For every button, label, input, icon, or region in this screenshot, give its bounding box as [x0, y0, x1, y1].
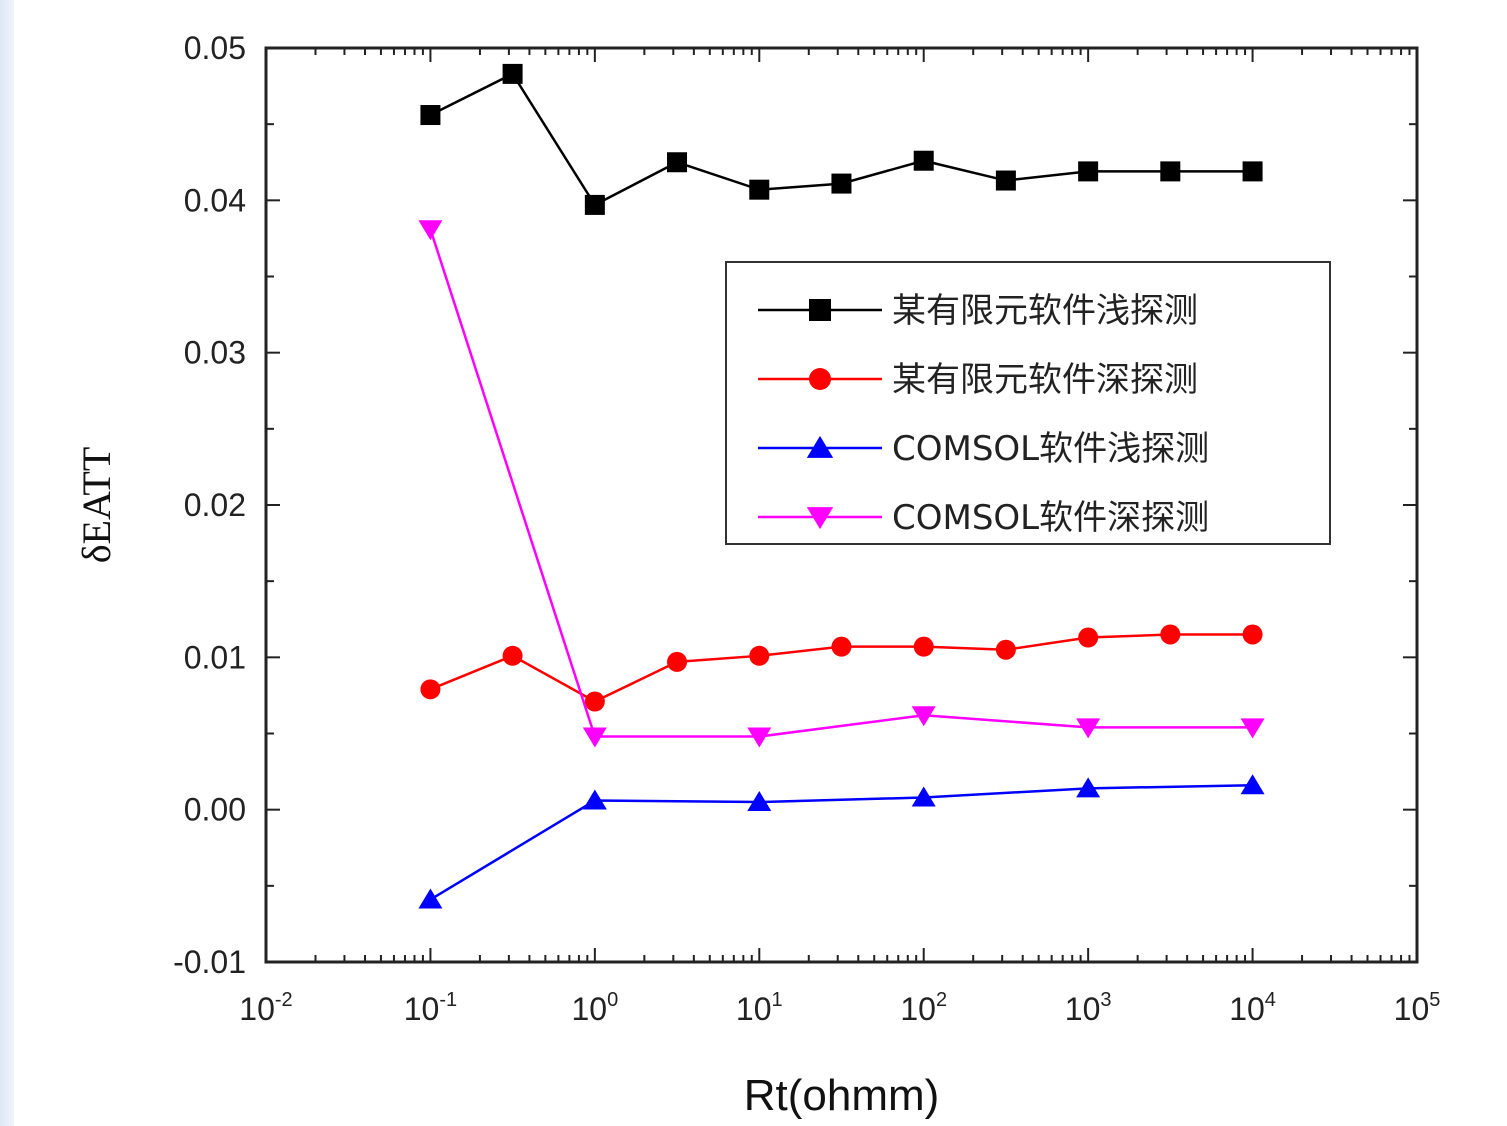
left-decorative-strip — [0, 0, 14, 1126]
series-1 — [420, 63, 1263, 215]
x-tick-label: 103 — [1065, 989, 1112, 1027]
legend-label: COMSOL软件浅探测 — [892, 429, 1209, 469]
data-point — [502, 645, 523, 666]
x-tick-label: 101 — [736, 989, 783, 1027]
data-point — [831, 636, 852, 657]
data-point — [911, 706, 936, 727]
legend-marker — [806, 435, 834, 458]
data-point — [667, 651, 688, 672]
series-2 — [420, 624, 1263, 712]
y-tick-label: 0.05 — [184, 30, 246, 66]
x-tick-label: 100 — [571, 989, 618, 1027]
series-layer — [418, 63, 1265, 909]
x-tick-label: 10-1 — [404, 989, 457, 1027]
legend-label: COMSOL软件深探测 — [892, 498, 1209, 538]
data-point — [995, 170, 1016, 191]
data-point — [913, 636, 934, 657]
data-point — [995, 639, 1016, 660]
data-point — [749, 179, 770, 200]
x-tick-label: 105 — [1394, 989, 1441, 1027]
data-point — [582, 727, 607, 748]
data-point — [418, 220, 443, 241]
data-point — [420, 105, 441, 126]
data-point — [749, 645, 770, 666]
data-point — [1242, 161, 1263, 182]
series-3 — [418, 774, 1265, 909]
data-point — [913, 150, 934, 171]
data-point — [1078, 161, 1099, 182]
data-point — [1240, 774, 1265, 795]
x-tick-label: 104 — [1229, 989, 1276, 1027]
data-point — [747, 727, 772, 748]
data-point — [502, 63, 523, 84]
y-tick-label: 0.01 — [184, 639, 246, 675]
series-line — [429, 784, 1253, 901]
data-point — [1160, 624, 1181, 645]
data-point — [1240, 718, 1265, 739]
y-tick-label: 0.02 — [184, 487, 246, 523]
data-point — [831, 173, 852, 194]
legend-marker — [806, 507, 834, 530]
data-point — [420, 679, 441, 700]
data-point — [1078, 627, 1099, 648]
data-point — [1076, 718, 1101, 739]
data-point — [1160, 161, 1181, 182]
x-tick-label: 10-2 — [239, 989, 292, 1027]
legend-marker — [809, 299, 831, 321]
data-point — [418, 888, 443, 909]
data-point — [1076, 777, 1101, 798]
legend-label: 某有限元软件浅探测 — [892, 291, 1198, 331]
data-point — [1242, 624, 1263, 645]
data-point — [747, 791, 772, 812]
data-point — [667, 152, 688, 173]
y-tick-label: 0.00 — [184, 792, 246, 828]
y-tick-label: 0.04 — [184, 182, 246, 218]
y-tick-label: -0.01 — [173, 944, 246, 980]
x-axis-title: Rt(ohmm) — [744, 1071, 940, 1120]
x-tick-label: 102 — [900, 989, 947, 1027]
y-tick-labels: -0.01 0.00 0.01 0.02 0.03 0.04 0.05 — [173, 30, 246, 980]
data-point — [584, 691, 605, 712]
x-tick-labels: 10-2 10-1 100 101 102 103 104 105 — [239, 989, 1440, 1027]
legend-marker — [809, 368, 831, 390]
data-point — [582, 789, 607, 810]
plot-frame — [264, 46, 1419, 964]
y-tick-label: 0.03 — [184, 335, 246, 371]
data-point — [584, 194, 605, 215]
y-axis-title: δEATT — [74, 447, 119, 564]
legend-label: 某有限元软件深探测 — [892, 360, 1198, 400]
series-4 — [418, 220, 1265, 748]
data-point — [911, 786, 936, 807]
series-line — [429, 228, 1253, 738]
